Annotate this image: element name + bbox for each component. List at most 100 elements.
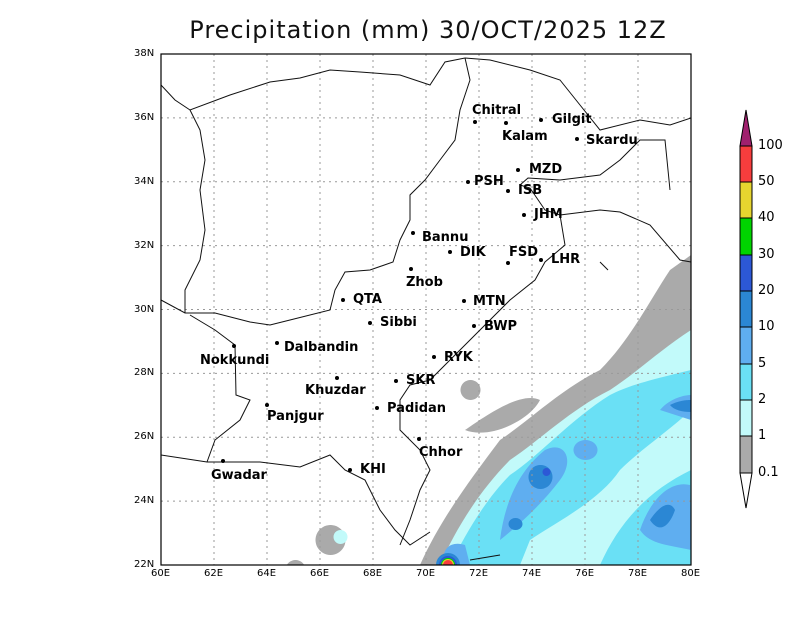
city-marker xyxy=(368,321,372,325)
city-marker xyxy=(275,341,279,345)
city-marker xyxy=(506,189,510,193)
city-label: MTN xyxy=(473,294,506,309)
map-frame xyxy=(160,53,692,566)
city-label: Dalbandin xyxy=(284,340,359,355)
city-marker xyxy=(522,213,526,217)
city-marker xyxy=(539,258,543,262)
city-marker xyxy=(462,299,466,303)
city-marker xyxy=(516,168,520,172)
lon-tick-label: 76E xyxy=(575,568,595,579)
city-marker xyxy=(473,120,477,124)
city-label: BWP xyxy=(484,319,518,334)
lat-tick-label: 24N xyxy=(134,495,155,507)
afghan-pak-border xyxy=(161,57,471,326)
city-label: Gwadar xyxy=(211,468,267,483)
precip-50-100 xyxy=(443,560,453,565)
city-label: Nokkundi xyxy=(200,353,270,368)
lon-tick-label: 72E xyxy=(469,568,489,579)
city-label: Padidan xyxy=(387,401,447,416)
colorbar-label: 10 xyxy=(758,319,775,334)
city-label: ISB xyxy=(518,183,543,198)
city-marker xyxy=(411,231,415,235)
city-marker xyxy=(472,324,476,328)
city-label: MZD xyxy=(529,162,563,177)
lat-tick-label: 34N xyxy=(134,175,155,187)
city-label: SKR xyxy=(406,373,436,388)
colorbar-bin-40-50 xyxy=(739,181,753,219)
city-marker xyxy=(232,344,236,348)
city-label: Bannu xyxy=(422,230,469,245)
city-label: Skardu xyxy=(586,133,638,148)
colorbar xyxy=(739,109,753,509)
city-label: Panjgur xyxy=(267,409,324,424)
grid-lines xyxy=(161,54,691,565)
city-label: LHR xyxy=(551,252,581,267)
borders xyxy=(161,57,691,561)
lon-tick-label: 74E xyxy=(522,568,542,579)
lat-tick-label: 32N xyxy=(134,239,155,251)
city-marker xyxy=(375,406,379,410)
city-marker xyxy=(506,261,510,265)
pak-iran-border xyxy=(189,314,251,463)
lon-tick-label: 66E xyxy=(310,568,330,579)
lat-tick-label: 36N xyxy=(134,111,155,123)
lon-tick-label: 64E xyxy=(257,568,277,579)
city-label: DIK xyxy=(460,245,486,260)
colorbar-bin-10-20 xyxy=(739,290,753,328)
colorbar-bin-20-30 xyxy=(739,254,753,292)
city-label: Sibbi xyxy=(380,315,417,330)
colorbar-over-arrow xyxy=(739,109,753,147)
city-label: Kalam xyxy=(502,129,548,144)
city-marker xyxy=(432,355,436,359)
city-marker xyxy=(448,250,452,254)
colorbar-label: 30 xyxy=(758,247,775,262)
colorbar-label: 5 xyxy=(758,356,767,371)
colorbar-bin-1-2 xyxy=(739,399,753,437)
city-label: Chitral xyxy=(472,103,522,118)
city-label: RYK xyxy=(444,350,473,365)
precip-1-2 xyxy=(333,330,691,565)
coastline xyxy=(161,454,501,561)
afghan-north-border xyxy=(161,57,466,111)
colorbar-label: 20 xyxy=(758,283,775,298)
lon-tick-label: 68E xyxy=(363,568,383,579)
kashmir-border xyxy=(464,57,691,191)
city-label: Chhor xyxy=(419,445,463,460)
colorbar-label: 40 xyxy=(758,210,775,225)
precipitation-field xyxy=(286,255,691,565)
colorbar-bin-30-40 xyxy=(739,217,753,256)
colorbar-under-arrow xyxy=(739,472,753,509)
colorbar-bin-5-10 xyxy=(739,326,753,365)
lon-tick-label: 78E xyxy=(628,568,648,579)
colorbar-bin-2-5 xyxy=(739,363,753,401)
city-marker xyxy=(466,180,470,184)
lon-tick-label: 70E xyxy=(416,568,436,579)
lon-tick-label: 60E xyxy=(151,568,171,579)
city-marker xyxy=(417,437,421,441)
lat-tick-label: 26N xyxy=(134,431,155,443)
iran-afghan-border xyxy=(184,109,206,313)
pak-india-border xyxy=(399,184,566,546)
lat-tick-label: 28N xyxy=(134,367,155,379)
city-label: PSH xyxy=(474,174,504,189)
precip-5-10 xyxy=(443,395,691,565)
city-label: Zhob xyxy=(406,275,443,290)
city-label: KHI xyxy=(360,462,386,477)
city-label: JHM xyxy=(534,207,563,222)
lat-tick-label: 30N xyxy=(134,303,155,315)
city-marker xyxy=(221,459,225,463)
colorbar-bin-50-100 xyxy=(739,145,753,183)
city-marker xyxy=(348,468,352,472)
city-marker xyxy=(394,379,398,383)
city-marker xyxy=(341,298,345,302)
city-label: Gilgit xyxy=(552,112,592,127)
lon-tick-label: 62E xyxy=(204,568,224,579)
city-marker xyxy=(409,267,413,271)
colorbar-label: 2 xyxy=(758,392,767,407)
colorbar-label: 100 xyxy=(758,138,783,153)
city-marker xyxy=(539,118,543,122)
india-north-border xyxy=(559,209,691,271)
city-label: FSD xyxy=(509,245,539,260)
city-marker xyxy=(504,121,508,125)
